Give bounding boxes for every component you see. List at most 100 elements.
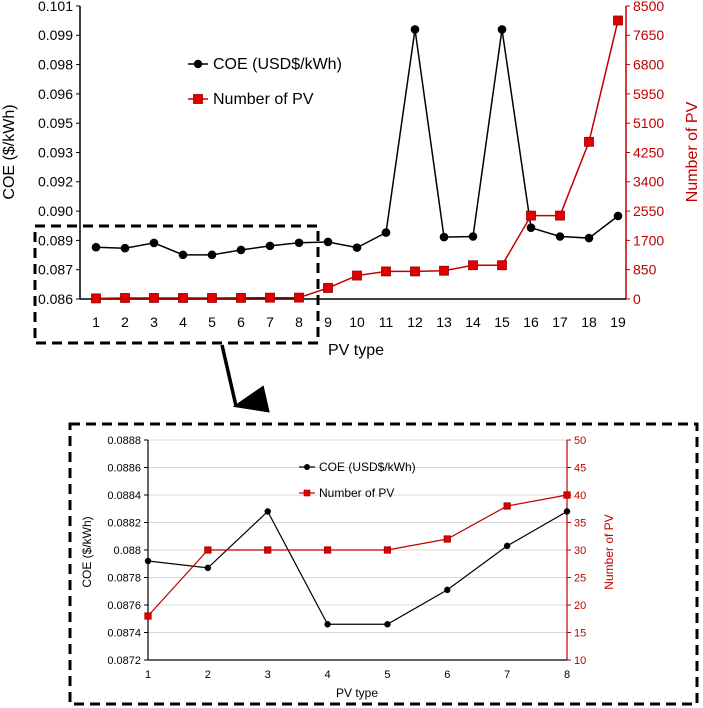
x-tick-label: 5 — [384, 669, 390, 681]
coe-point — [410, 25, 420, 34]
y2-tick-label: 8500 — [633, 0, 664, 14]
legend-marker — [304, 464, 310, 470]
y2-tick-label: 6800 — [633, 57, 664, 73]
coe-point — [497, 25, 507, 34]
y-tick-label: 0.101 — [38, 0, 73, 14]
main-legend: COE (USD$/kWh) Number of PV — [188, 56, 342, 108]
pv-count-point — [149, 293, 159, 303]
x-tick-label: 18 — [581, 314, 597, 330]
y-tick-label: 0.0882 — [107, 517, 141, 529]
y2-tick-label: 25 — [574, 572, 586, 584]
inset-series-markers — [144, 491, 571, 628]
x-tick-label: 9 — [324, 314, 332, 330]
y-tick-label: 0.090 — [38, 203, 73, 219]
y-tick-label: 0.0886 — [107, 462, 141, 474]
pv-count-point — [381, 266, 391, 277]
main-series-lines — [95, 20, 619, 300]
pv-count-point — [352, 270, 362, 281]
y-tick-label: 0.096 — [38, 86, 73, 102]
coe-point — [444, 586, 451, 594]
inset-chart: 0.0872 0.0874 0.0876 0.0878 0.088 0.0882 0.088… — [80, 435, 616, 700]
x-tick-label: 6 — [237, 314, 245, 330]
y2-tick-label: 850 — [633, 262, 657, 278]
pv-count-point — [236, 292, 246, 303]
main-series-markers — [91, 15, 623, 304]
legend-marker — [303, 489, 311, 497]
y-tick-label: 0.093 — [38, 144, 73, 160]
main-axes — [79, 6, 627, 300]
coe-point — [503, 542, 511, 550]
x-tick-label: 19 — [610, 314, 626, 330]
main-y2-axis-title: Number of PV — [684, 101, 701, 202]
y-tick-label: 0.095 — [38, 115, 73, 131]
x-tick-label: 14 — [465, 314, 481, 330]
inset-gridlines — [148, 439, 567, 633]
x-tick-label: 11 — [379, 314, 394, 330]
pv-count-point — [207, 293, 217, 303]
y2-tick-label: 0 — [633, 291, 641, 307]
pv-count-point — [323, 283, 333, 293]
pv-count-point — [497, 260, 507, 271]
y-tick-label: 0.092 — [38, 174, 73, 190]
main-y-axis-title: COE ($/kWh) — [1, 104, 18, 199]
coe-point — [439, 232, 449, 242]
coe-point — [526, 223, 536, 233]
legend-label: COE (USD$/kWh) — [213, 56, 342, 73]
coe-point — [265, 241, 275, 251]
y2-tick-label: 15 — [574, 627, 586, 639]
pv-count-point — [555, 210, 565, 221]
y-tick-label: 0.098 — [38, 57, 73, 73]
coe-point — [204, 564, 212, 572]
inset-y-tick-labels: 0.0872 0.0874 0.0876 0.0878 0.088 0.0882 0.088… — [107, 435, 148, 667]
y2-tick-label: 7650 — [633, 27, 664, 43]
inset-frame — [68, 422, 699, 706]
coe-point — [178, 250, 188, 260]
main-legend-item-coe: COE (USD$/kWh) — [188, 56, 342, 73]
legend-marker — [193, 94, 203, 104]
coe-point — [555, 232, 565, 241]
legend-label: Number of PV — [213, 91, 314, 108]
pv-count-point — [563, 491, 571, 499]
x-tick-label: 8 — [564, 669, 570, 681]
coe-point — [381, 228, 391, 237]
x-tick-label: 7 — [504, 669, 510, 681]
pv-count-point — [439, 265, 449, 276]
legend-label: Number of PV — [319, 486, 394, 500]
coe-point — [468, 232, 478, 241]
y-tick-label: 0.086 — [38, 291, 73, 307]
zoom-arrow — [220, 344, 270, 413]
inset-y2-axis-title: Number of PV — [602, 514, 616, 589]
pv-count-point — [383, 546, 392, 554]
pv-count-point — [410, 266, 420, 277]
pv-count-point — [91, 293, 101, 304]
y-tick-label: 0.0878 — [107, 572, 141, 584]
coe-point — [91, 242, 101, 252]
y2-tick-label: 40 — [574, 490, 586, 502]
main-legend-item-pv: Number of PV — [188, 91, 314, 108]
x-tick-label: 2 — [205, 669, 211, 681]
y2-tick-label: 45 — [574, 462, 586, 474]
inset-y2-tick-labels: 10 15 20 25 30 35 40 45 50 — [567, 435, 586, 667]
coe-line — [95, 29, 619, 256]
pv-count-point — [144, 612, 152, 620]
main-chart: 0.086 0.087 0.089 0.090 0.092 0.093 0.095 0.096… — [1, 0, 701, 359]
pv-count-point — [120, 293, 130, 303]
coe-point — [323, 237, 333, 247]
pv-count-point — [613, 15, 623, 26]
inset-legend: COE (USD$/kWh) Number of PV — [299, 460, 416, 500]
pv-count-point — [178, 293, 188, 303]
pv-count-point — [503, 502, 511, 510]
pv-count-line — [95, 20, 619, 300]
pv-count-point — [204, 546, 212, 554]
highlight-box — [33, 224, 320, 345]
coe-point — [613, 211, 623, 221]
inset-legend-item-coe: COE (USD$/kWh) — [299, 460, 416, 474]
inset-x-axis-title: PV type — [336, 686, 378, 700]
y2-tick-label: 5950 — [633, 86, 664, 102]
x-tick-label: 3 — [150, 314, 158, 330]
y2-tick-label: 2550 — [633, 203, 664, 219]
x-tick-label: 6 — [444, 669, 450, 681]
coe-point — [149, 238, 159, 248]
x-tick-label: 10 — [349, 314, 365, 330]
legend-label: COE (USD$/kWh) — [319, 460, 416, 474]
